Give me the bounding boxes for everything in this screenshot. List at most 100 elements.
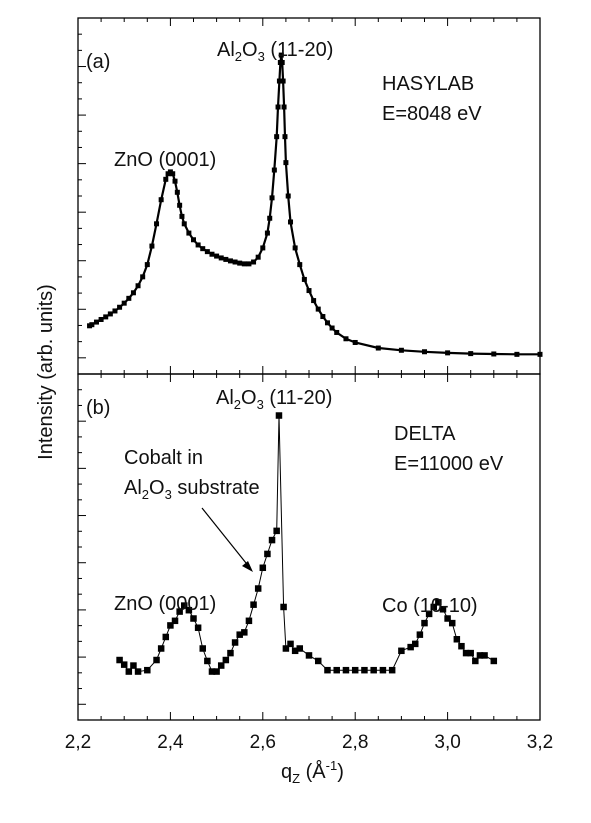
data-point bbox=[174, 189, 180, 195]
data-point bbox=[218, 255, 224, 261]
panel-b: (b) DELTA E=11000 eV ZnO (0001) Co (10-1… bbox=[77, 373, 541, 721]
data-point bbox=[343, 336, 349, 342]
panel-a-source: HASYLAB bbox=[382, 73, 474, 95]
data-point bbox=[254, 585, 262, 592]
data-point bbox=[223, 256, 229, 262]
x-tick-label: 3,0 bbox=[434, 732, 460, 753]
data-point bbox=[288, 219, 294, 225]
data-point bbox=[287, 640, 294, 648]
data-point bbox=[269, 195, 275, 201]
data-point bbox=[200, 246, 206, 252]
data-point bbox=[280, 78, 286, 84]
data-point bbox=[227, 649, 234, 657]
cobalt-sub3: 3 bbox=[165, 487, 172, 502]
data-point bbox=[467, 649, 474, 657]
data-point bbox=[352, 339, 358, 345]
al2o3-b-al: Al bbox=[216, 387, 234, 409]
data-point bbox=[140, 274, 146, 280]
data-point bbox=[222, 656, 230, 664]
data-point bbox=[181, 602, 188, 609]
data-point bbox=[116, 656, 123, 664]
data-point bbox=[329, 325, 335, 331]
xlabel-q: q bbox=[281, 761, 292, 783]
data-point bbox=[425, 610, 433, 618]
data-point bbox=[149, 243, 155, 249]
cobalt-sub2: 2 bbox=[142, 487, 149, 502]
cobalt-al: Al bbox=[124, 477, 142, 499]
panel-a-label: (a) bbox=[86, 51, 110, 73]
panel-b-zno-label: ZnO (0001) bbox=[114, 593, 216, 615]
data-point bbox=[246, 261, 252, 267]
data-point bbox=[275, 104, 281, 110]
data-point bbox=[445, 350, 451, 356]
data-point bbox=[241, 261, 247, 267]
data-point bbox=[134, 668, 142, 675]
data-point bbox=[388, 666, 396, 674]
data-point bbox=[282, 134, 288, 140]
data-point bbox=[209, 251, 215, 257]
data-point bbox=[468, 351, 474, 357]
data-point bbox=[306, 288, 312, 294]
data-point bbox=[333, 666, 340, 674]
data-point bbox=[121, 300, 127, 306]
data-point bbox=[458, 642, 465, 650]
data-point bbox=[279, 60, 285, 65]
panel-a-zno-label: ZnO (0001) bbox=[114, 149, 216, 171]
data-point bbox=[292, 245, 298, 251]
data-point bbox=[370, 666, 377, 674]
data-point bbox=[281, 104, 287, 110]
data-point bbox=[491, 351, 497, 357]
al2o3-a-sub3: 3 bbox=[258, 49, 265, 64]
cobalt-post: substrate bbox=[172, 477, 260, 499]
data-point bbox=[274, 134, 280, 140]
data-point bbox=[177, 202, 183, 208]
data-point bbox=[89, 322, 95, 328]
data-point bbox=[120, 661, 128, 668]
data-point bbox=[268, 536, 276, 544]
data-point bbox=[301, 276, 307, 282]
data-point bbox=[171, 617, 179, 625]
cobalt-annotation-line2: Al2O3 substrate bbox=[124, 477, 260, 502]
data-point bbox=[537, 351, 543, 357]
panel-a-ticks bbox=[77, 18, 541, 374]
data-point bbox=[453, 636, 461, 643]
cobalt-arrow-head bbox=[242, 561, 253, 572]
data-point bbox=[107, 311, 113, 317]
data-point bbox=[227, 258, 233, 264]
data-point bbox=[412, 640, 419, 648]
data-point bbox=[199, 645, 206, 652]
data-point bbox=[273, 527, 280, 535]
data-point bbox=[439, 606, 447, 613]
data-point bbox=[191, 237, 196, 243]
data-point bbox=[236, 631, 243, 638]
data-point bbox=[324, 320, 330, 326]
x-tick-label: 2,2 bbox=[65, 732, 91, 753]
data-point bbox=[351, 666, 359, 674]
data-point bbox=[181, 221, 187, 227]
data-point bbox=[407, 643, 414, 651]
data-point bbox=[231, 639, 239, 646]
data-point bbox=[476, 652, 484, 659]
data-point bbox=[154, 221, 160, 227]
data-point bbox=[217, 662, 225, 669]
panel-b-energy: E=11000 eV bbox=[394, 453, 504, 475]
data-point bbox=[208, 668, 216, 675]
data-point bbox=[481, 652, 488, 659]
data-point bbox=[241, 629, 248, 636]
data-point bbox=[135, 283, 141, 289]
panel-b-label: (b) bbox=[86, 397, 110, 419]
data-point bbox=[490, 657, 498, 665]
data-point bbox=[264, 550, 271, 558]
data-point bbox=[157, 645, 165, 652]
data-point bbox=[282, 645, 290, 652]
x-tick-label: 2,4 bbox=[157, 732, 184, 753]
data-point bbox=[421, 619, 428, 627]
data-point bbox=[280, 603, 287, 611]
panel-b-series bbox=[116, 412, 498, 675]
data-point bbox=[251, 259, 257, 265]
al2o3-a-al: Al bbox=[217, 39, 235, 61]
cobalt-arrow-line bbox=[201, 507, 251, 569]
data-point bbox=[130, 290, 136, 296]
al2o3-b-sub3: 3 bbox=[257, 397, 264, 412]
data-point bbox=[416, 631, 424, 638]
